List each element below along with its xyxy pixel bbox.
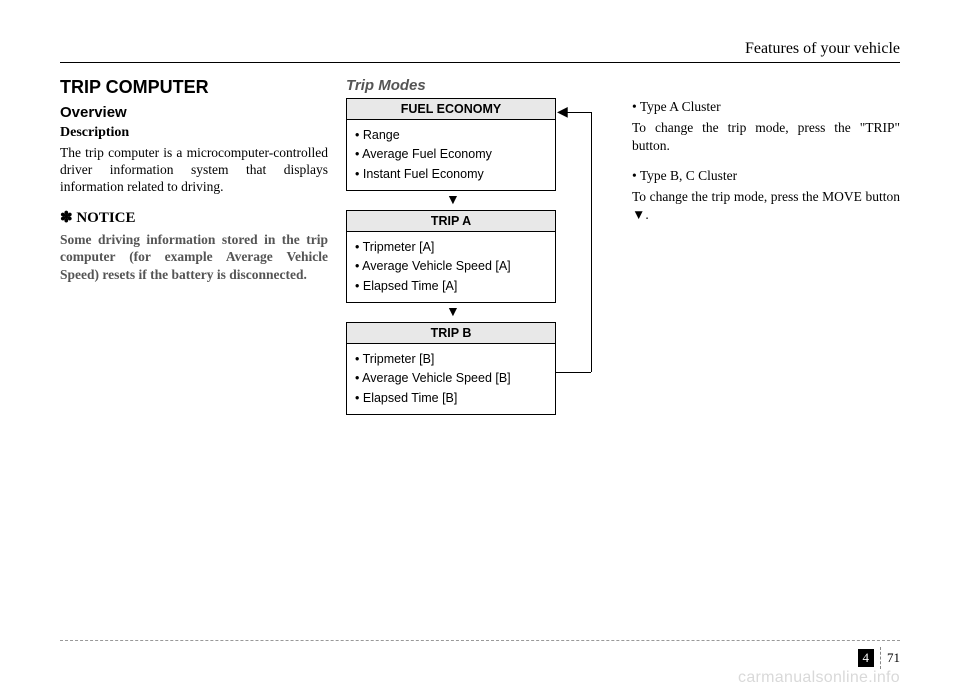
description-body: The trip computer is a microcomputer-con…: [60, 145, 328, 196]
notice-label: NOTICE: [76, 210, 135, 226]
cluster-bc-body: To change the trip mode, press the MOVE …: [632, 188, 900, 223]
description-heading: Description: [60, 125, 328, 141]
mode-body: • Tripmeter [B] • Average Vehicle Speed …: [347, 344, 555, 414]
col-right: • Type A Cluster To change the trip mode…: [632, 77, 900, 458]
notice-body: Some driving information stored in the t…: [60, 231, 328, 284]
mode-item: Instant Fuel Economy: [363, 167, 484, 181]
overview-heading: Overview: [60, 104, 328, 121]
mode-item: Range: [363, 128, 400, 142]
mode-box-trip-a: TRIP A • Tripmeter [A] • Average Vehicle…: [346, 210, 556, 303]
mode-item: Elapsed Time [A]: [363, 279, 458, 293]
running-head: Features of your vehicle: [60, 40, 900, 58]
rule-top: [60, 62, 900, 63]
mode-box-trip-b: TRIP B • Tripmeter [B] • Average Vehicle…: [346, 322, 556, 415]
section-number: 4: [858, 649, 875, 667]
section-title: TRIP COMPUTER: [60, 77, 328, 98]
notice-heading: ✽ NOTICE: [60, 208, 328, 227]
trip-modes-diagram: FUEL ECONOMY • Range • Average Fuel Econ…: [346, 98, 614, 458]
cluster-bc-prefix: To change the trip mode, press the MOVE …: [632, 189, 900, 204]
mode-title: TRIP B: [347, 323, 555, 344]
columns: TRIP COMPUTER Overview Description The t…: [60, 77, 900, 458]
col-mid: Trip Modes FUEL ECONOMY • Range • Averag…: [346, 77, 614, 458]
page-number: 71: [887, 650, 900, 666]
mode-body: • Tripmeter [A] • Average Vehicle Speed …: [347, 232, 555, 302]
mode-item: Average Vehicle Speed [A]: [362, 259, 511, 273]
mode-item: Tripmeter [B]: [363, 352, 435, 366]
mode-item: Elapsed Time [B]: [363, 391, 458, 405]
watermark: carmanualsonline.info: [738, 669, 900, 687]
mode-title: FUEL ECONOMY: [347, 99, 555, 120]
mode-title: TRIP A: [347, 211, 555, 232]
mode-item: Tripmeter [A]: [363, 240, 435, 254]
cluster-a-heading: • Type A Cluster: [632, 99, 900, 115]
spacer: [632, 77, 900, 99]
arrow-down-icon: ▼: [446, 194, 460, 208]
arrow-down-icon: ▼: [446, 306, 460, 320]
rule-bottom: [60, 640, 900, 641]
loop-line: [591, 112, 592, 372]
col-left: TRIP COMPUTER Overview Description The t…: [60, 77, 328, 458]
mode-box-fuel-economy: FUEL ECONOMY • Range • Average Fuel Econ…: [346, 98, 556, 191]
notice-star-icon: ✽: [60, 210, 73, 226]
mode-item: Average Vehicle Speed [B]: [362, 371, 511, 385]
mode-item: Average Fuel Economy: [362, 147, 492, 161]
triangle-down-icon: ▼: [632, 207, 645, 222]
cluster-bc-heading: • Type B, C Cluster: [632, 168, 900, 184]
loop-line: [556, 372, 591, 373]
trip-modes-heading: Trip Modes: [346, 77, 614, 94]
loop-line: [566, 112, 591, 113]
mode-body: • Range • Average Fuel Economy • Instant…: [347, 120, 555, 190]
arrow-left-icon: ◀: [557, 106, 568, 120]
cluster-a-body: To change the trip mode, press the "TRIP…: [632, 119, 900, 154]
page: Features of your vehicle TRIP COMPUTER O…: [0, 0, 960, 689]
footer-divider: [880, 647, 881, 669]
page-footer: 4 71: [858, 647, 901, 669]
cluster-bc-suffix: .: [645, 207, 648, 222]
